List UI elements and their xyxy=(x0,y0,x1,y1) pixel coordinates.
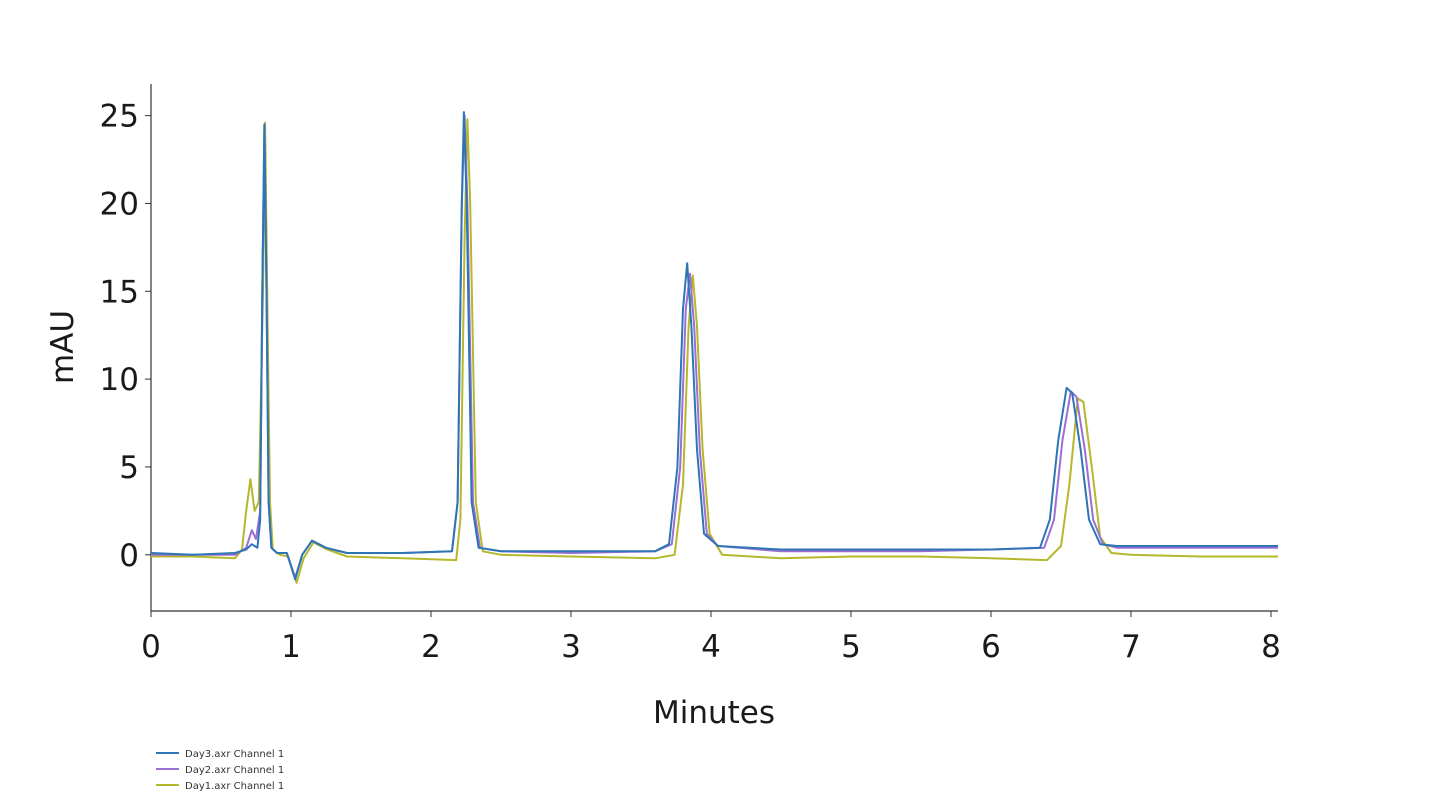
y-tick-label: 25 xyxy=(100,99,139,135)
y-tick-label: 10 xyxy=(100,362,139,398)
legend-label: Day2.axr Channel 1 xyxy=(185,765,284,776)
x-tick-label: 2 xyxy=(421,629,441,665)
series-line-3 xyxy=(151,118,1278,584)
y-tick-label: 15 xyxy=(100,274,139,310)
x-tick-label: 4 xyxy=(701,629,721,665)
y-tick-label: 5 xyxy=(119,450,139,486)
legend-label: Day3.axr Channel 1 xyxy=(185,749,284,760)
y-tick-label: 0 xyxy=(119,538,139,574)
x-tick-label: 1 xyxy=(281,629,301,665)
ticks: 0 1 2 3 4 5 6 7 8 0 5 10 15 20 25 xyxy=(100,99,1281,665)
legend: Day3.axr Channel 1 Day2.axr Channel 1 Day1… xyxy=(156,749,284,792)
x-tick-label: 5 xyxy=(841,629,861,665)
axes xyxy=(150,84,1278,612)
x-tick-label: 3 xyxy=(561,629,581,665)
series-line-2 xyxy=(151,114,1278,579)
y-axis-title: mAU xyxy=(45,310,81,384)
x-tick-label: 6 xyxy=(981,629,1001,665)
x-tick-label: 7 xyxy=(1121,629,1141,665)
x-tick-label: 0 xyxy=(141,629,161,665)
series-line-1 xyxy=(150,111,1278,581)
legend-label: Day1.axr Channel 1 xyxy=(185,781,284,792)
x-tick-label: 8 xyxy=(1261,629,1281,665)
x-axis-title: Minutes xyxy=(653,695,775,731)
series-lines xyxy=(150,111,1278,584)
y-tick-label: 20 xyxy=(100,186,139,222)
